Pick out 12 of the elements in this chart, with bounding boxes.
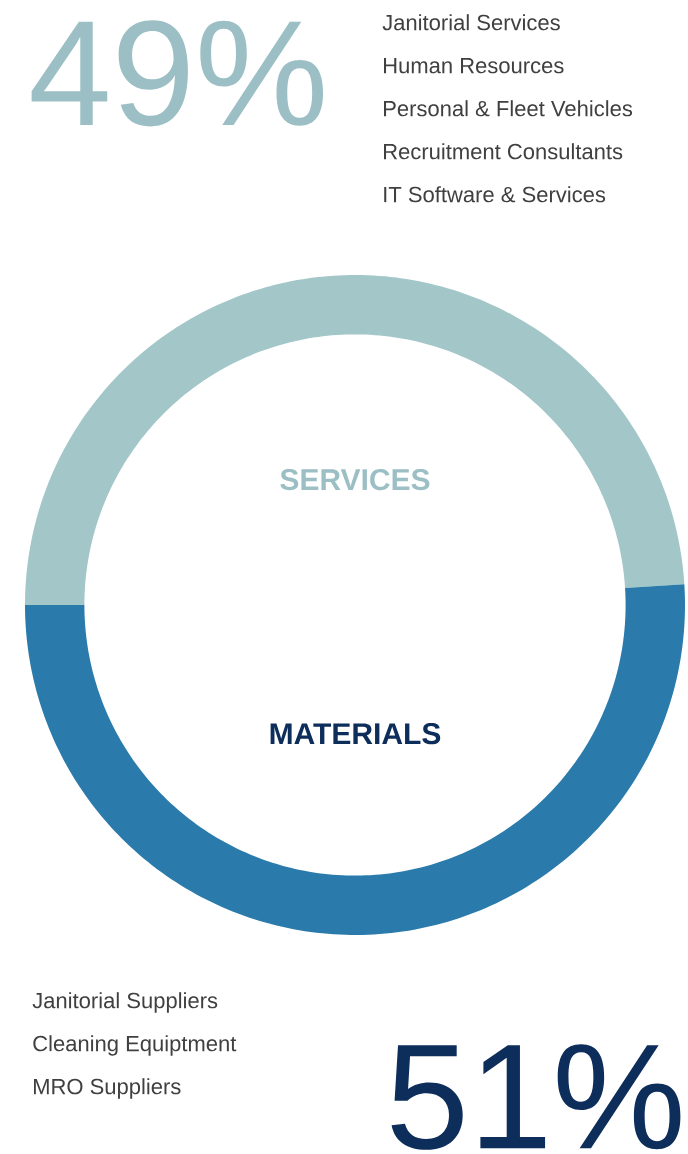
text: Personal & Fleet Vehicles [384,100,633,117]
slice-label: MATERIALS [270,723,441,745]
text: IT Software & Services [384,186,606,203]
text: Human Resources [384,58,564,74]
slice-label: SERVICES [280,468,430,491]
text: Janitorial Services [382,14,560,31]
data-label: 49% [31,20,324,127]
text: Cleaning Equiptment [33,1035,237,1056]
data-label: 51% [391,1044,681,1150]
text: MRO Suppliers [34,1078,181,1099]
text: Janitorial Suppliers [32,992,218,1013]
text: Recruitment Consultants [384,143,623,160]
